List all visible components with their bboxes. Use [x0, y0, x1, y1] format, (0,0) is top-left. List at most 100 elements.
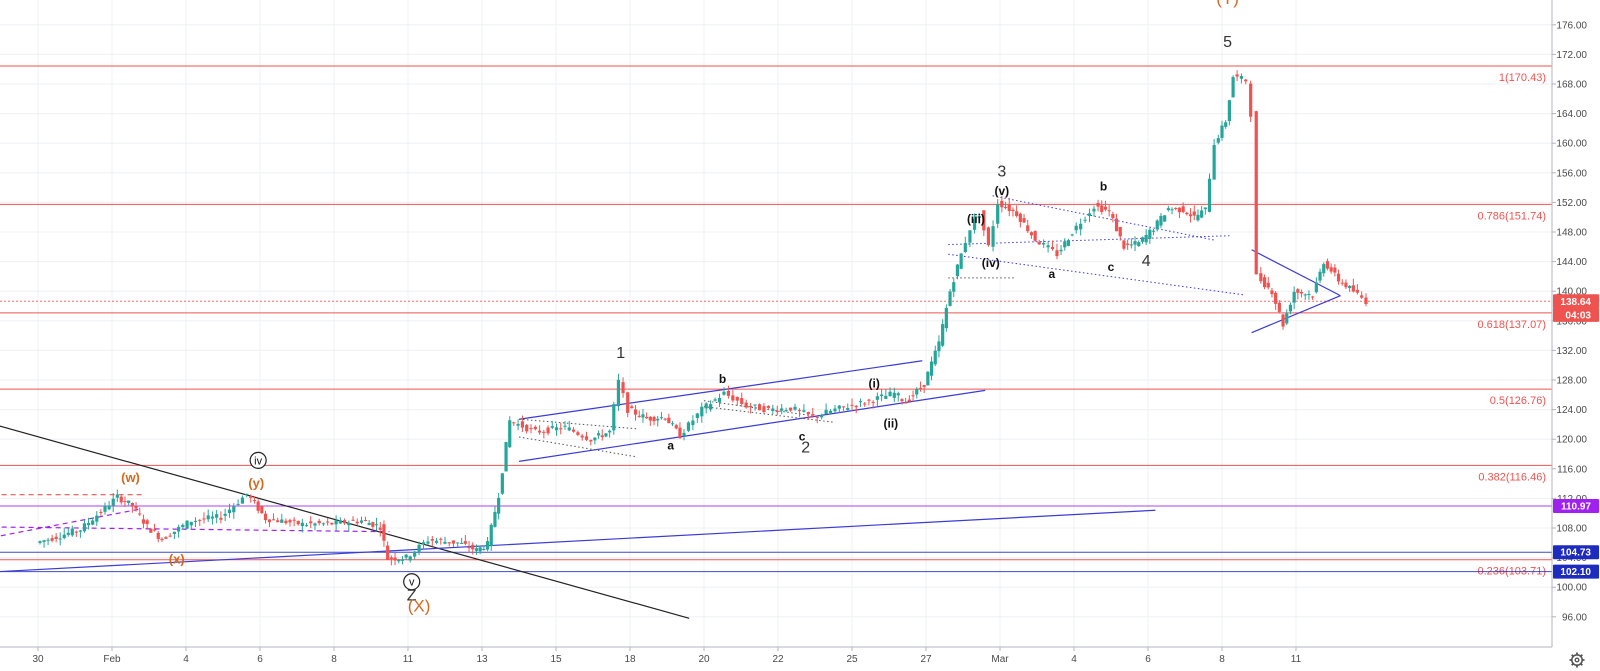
candle-body	[471, 544, 475, 550]
candle-body	[1018, 213, 1022, 222]
candle-body	[1050, 246, 1055, 250]
candle-body	[1329, 267, 1333, 272]
wave-label: 1	[616, 345, 625, 362]
candle-body	[904, 402, 908, 404]
price-tick-label: 164.00	[1556, 109, 1587, 120]
wave-label: (y)	[248, 475, 264, 490]
candle-body	[489, 524, 493, 547]
candle-body	[160, 538, 164, 541]
candle-body	[256, 501, 260, 511]
wave-label: c	[799, 430, 806, 444]
candle-body	[546, 427, 550, 434]
candle-body	[497, 497, 501, 514]
candle-body	[149, 528, 153, 533]
candle-body	[1299, 292, 1304, 294]
candle-body	[559, 428, 563, 430]
candle-body	[854, 405, 858, 408]
candle-body	[996, 204, 1000, 224]
candle-body	[991, 226, 995, 247]
candle-body	[330, 522, 334, 525]
candle-body	[612, 404, 616, 431]
candle-body	[245, 493, 249, 495]
candle-body	[1111, 214, 1115, 219]
price-tick-label: 148.00	[1556, 228, 1587, 239]
candle-body	[111, 498, 115, 506]
candle-body	[709, 404, 713, 410]
price-tick-label: 160.00	[1556, 139, 1587, 150]
candle-body	[371, 522, 375, 527]
candle-body	[206, 515, 210, 520]
price-tag-text: 138.64	[1560, 297, 1591, 308]
candle-body	[1015, 211, 1019, 216]
candle-body	[1288, 304, 1293, 312]
candle-body	[645, 416, 649, 419]
time-tick-label: 22	[772, 654, 784, 665]
candle-body	[977, 216, 981, 218]
candle-body	[1003, 207, 1008, 209]
candle-body	[986, 227, 991, 246]
candle-body	[1254, 111, 1258, 275]
candle-body	[1196, 214, 1200, 221]
candle-body	[130, 503, 134, 507]
candle-body	[58, 538, 62, 540]
candle-body	[91, 520, 95, 525]
candle-body	[749, 405, 753, 408]
time-axis[interactable]: 30 Feb 4 6 8 11 13 15 18 20 22 25 27 Mar 4 6 8 11	[32, 647, 1302, 665]
time-tick-label: 4	[1071, 654, 1077, 665]
candle-body	[66, 532, 70, 535]
wave-label: (ii)	[884, 416, 899, 430]
candle-body	[608, 430, 612, 433]
dotted-line	[948, 235, 1230, 246]
price-tick-label: 140.00	[1556, 287, 1587, 298]
trend-line	[518, 389, 986, 462]
gear-icon[interactable]	[1569, 652, 1585, 668]
candle-body	[1192, 211, 1196, 216]
candle-body	[284, 520, 288, 524]
candle-body	[1296, 289, 1300, 293]
candle-body	[426, 541, 430, 544]
candle-body	[1336, 273, 1341, 282]
candle-body	[982, 210, 986, 231]
candle-body	[168, 535, 172, 537]
candle-body	[210, 516, 215, 519]
dotted-line	[992, 195, 1215, 241]
candle-body	[871, 401, 875, 403]
candle-body	[463, 541, 467, 544]
candle-body	[355, 521, 359, 524]
time-tick-label: 25	[846, 654, 858, 665]
candle-body	[317, 520, 321, 524]
candle-body	[1087, 213, 1092, 216]
candle-body	[875, 396, 879, 400]
candle-body	[968, 230, 972, 243]
candle-body	[516, 423, 520, 426]
candle-body	[682, 432, 686, 437]
candle-body	[164, 537, 168, 539]
candle-body	[145, 520, 149, 525]
candle-body	[1274, 292, 1278, 304]
wave-label: (v)	[995, 184, 1010, 198]
candle-body	[563, 425, 567, 427]
candle-body	[46, 539, 50, 541]
price-tag	[1553, 564, 1599, 579]
candle-body	[1351, 285, 1355, 292]
candle-body	[648, 416, 652, 421]
candle-body	[538, 430, 542, 433]
wave-label: c	[1108, 260, 1115, 274]
candle-body	[1277, 302, 1281, 312]
candle-body	[292, 519, 296, 521]
wave-label: (iv)	[982, 256, 1000, 270]
candle-body	[313, 523, 317, 526]
candle-body	[621, 382, 625, 394]
candle-body	[1235, 74, 1239, 77]
candle-body	[42, 540, 46, 542]
candle-body	[156, 532, 160, 539]
candle-body	[1033, 231, 1037, 241]
candle-body	[1262, 277, 1267, 288]
candle-body	[892, 392, 896, 398]
candle-body	[589, 440, 593, 442]
wave-label: (w)	[121, 470, 140, 485]
candle-body	[775, 410, 779, 413]
candle-body	[1220, 125, 1224, 138]
